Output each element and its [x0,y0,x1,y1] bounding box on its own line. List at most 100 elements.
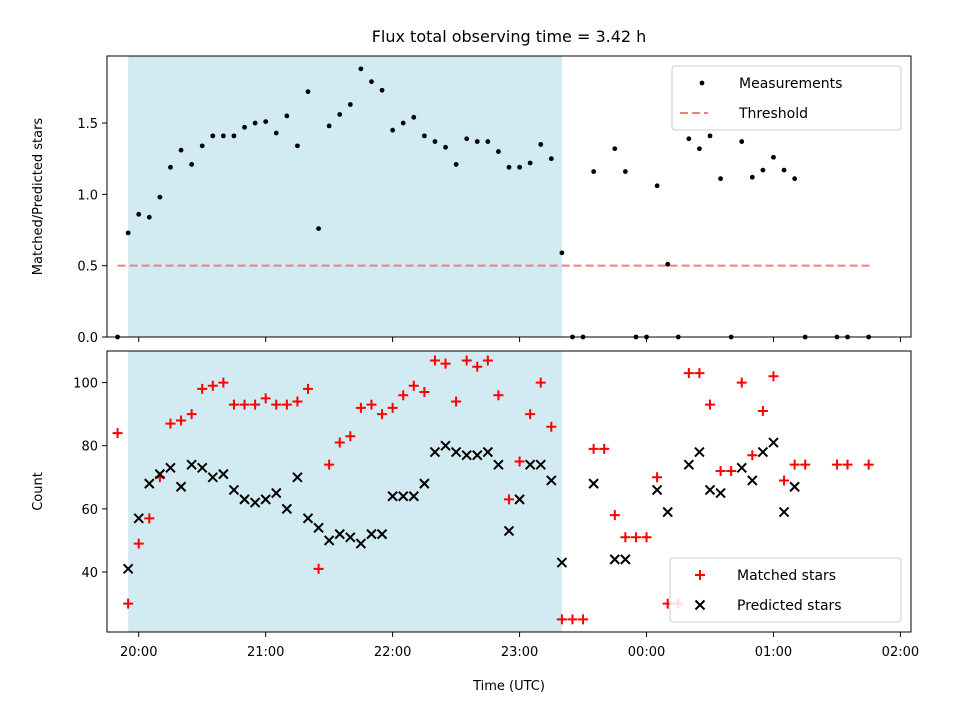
data-point [408,380,419,391]
data-point [197,383,208,394]
data-point [757,446,769,458]
data-point [316,226,321,231]
legend-marker-dot [699,80,705,86]
data-point [323,535,335,546]
data-point [366,399,377,410]
data-point [429,446,441,458]
data-point [218,468,229,480]
data-point [472,361,483,372]
data-point [665,261,671,267]
legend-label: Measurements [739,76,842,92]
data-point [429,355,440,366]
data-point [697,146,702,152]
data-point [421,133,427,139]
legend-item: Predicted stars [694,598,842,614]
data-point [546,475,557,486]
y-tick-label: 0.5 [77,260,98,275]
data-point [559,250,565,256]
data-point [178,147,184,153]
data-point [450,446,462,458]
data-point [609,554,620,565]
data-point [588,478,599,489]
data-point [168,164,173,170]
legend-marker-plus [695,570,705,580]
data-point [749,174,755,180]
data-point [313,563,324,574]
data-point [432,139,438,144]
x-tick-label: 20:00 [120,645,157,660]
data-point [538,142,544,147]
data-point [620,554,631,565]
data-point [376,528,388,540]
x-axis-label: Time (UTC) [472,679,545,694]
data-point [461,449,472,461]
data-point [249,497,261,508]
data-point [514,456,525,467]
data-point [125,230,131,236]
data-point [739,139,745,144]
y-tick-label: 100 [73,377,98,392]
data-point [281,399,292,410]
data-point [525,409,536,420]
data-point [379,87,385,93]
legend-frame [669,557,902,623]
data-point [165,418,176,429]
data-point [863,459,874,470]
data-point [556,557,568,568]
data-point [400,120,406,126]
data-point [482,446,494,458]
data-point [548,156,554,162]
data-point [175,481,187,492]
data-point [263,119,269,125]
observing-window-shade [128,351,562,632]
data-point [609,510,620,521]
data-point [578,614,589,625]
data-point [210,133,216,139]
data-point [355,402,366,413]
data-point [207,472,218,483]
data-point [358,66,364,72]
data-point [408,491,419,502]
data-point [252,120,258,126]
data-point [789,459,800,470]
data-point [461,355,472,366]
data-point [284,113,290,119]
x-tick-label: 21:00 [247,645,284,660]
data-point [472,449,483,461]
data-point [303,383,313,394]
data-point [136,211,142,217]
data-point [228,399,239,410]
data-point [779,475,790,486]
data-point [694,446,705,458]
data-point [747,475,758,486]
data-point [123,598,134,609]
x-tick-label: 01:00 [755,645,792,660]
data-point [493,459,504,470]
data-point [726,465,737,476]
data-point [503,525,515,537]
data-point [220,133,226,139]
data-point [369,79,374,85]
data-point [228,484,240,496]
data-point [514,494,525,505]
data-point [517,164,522,170]
legend-frame [671,65,902,131]
data-point [556,614,567,625]
panel-ratio: 0.0 0.5 1.0 1.5 Matched/Predicted stars Measu… [31,55,912,346]
y-tick-label: 80 [81,440,98,455]
y-tick-label: 60 [81,503,98,518]
data-point [355,538,367,549]
data-point [567,614,578,625]
legend-label: Predicted stars [737,598,842,614]
data-point [831,459,842,470]
data-point [789,481,800,492]
data-point [504,494,514,505]
data-point [591,169,597,174]
series-predicted-stars [122,437,800,575]
data-point [112,428,123,439]
data-point [377,409,388,420]
data-point [443,144,448,150]
data-point [273,130,279,136]
x-tick-label: 22:00 [374,645,411,660]
